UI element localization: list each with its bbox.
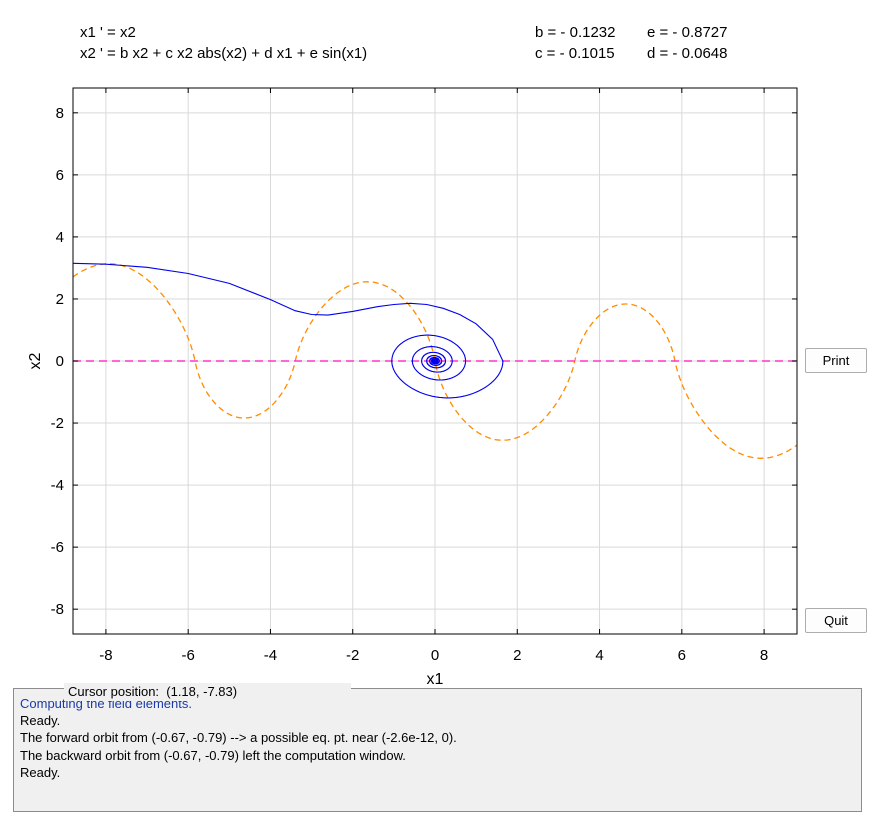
x-tick-label: 6: [678, 647, 686, 664]
message-line: The backward orbit from (-0.67, -0.79) l…: [20, 747, 406, 763]
y-tick-label: 2: [56, 291, 64, 308]
x-tick-label: -2: [346, 647, 359, 664]
y-tick-label: -2: [51, 415, 64, 432]
param-e: e = - 0.8727: [647, 24, 728, 41]
y-tick-label: 4: [56, 229, 64, 246]
orbit: [72, 262, 504, 399]
cursor-position: Cursor position: (1.18, -7.83): [64, 683, 351, 701]
y-tick-label: -4: [51, 477, 64, 494]
param-b: b = - 0.1232: [535, 24, 616, 41]
x-axis-label: x1: [427, 671, 444, 688]
quit-button[interactable]: Quit: [805, 608, 867, 633]
equation-line-2: x2 ' = b x2 + c x2 abs(x2) + d x1 + e si…: [80, 45, 368, 62]
y-tick-label: 6: [56, 167, 64, 184]
x-tick-label: 4: [595, 647, 603, 664]
y-axis-label: x2: [27, 352, 44, 369]
equation-line-1: x1 ' = x2: [80, 24, 136, 41]
message-line: Ready.: [20, 713, 61, 729]
message-log[interactable]: Computing the field elements. Ready. The…: [13, 688, 862, 812]
y-tick-label: -6: [51, 539, 64, 556]
x-tick-label: -8: [99, 647, 112, 664]
y-tick-label: 0: [56, 353, 64, 370]
x2-nullcline: [72, 263, 798, 459]
x-tick-label: -6: [182, 647, 195, 664]
trajectories: [72, 262, 798, 459]
x-tick-label: 0: [431, 647, 439, 664]
axis-ticks: -8 -6 -4 -2 0 2 4 6 8 -8 -6 -4 -2 0 2 4 6 8: [51, 88, 797, 664]
param-c: c = - 0.1015: [535, 45, 615, 62]
x-tick-label: 2: [513, 647, 521, 664]
y-tick-label: 8: [56, 105, 64, 122]
x-tick-label: 8: [760, 647, 768, 664]
phase-plane-plot[interactable]: -8 -6 -4 -2 0 2 4 6 8 -8 -6 -4 -2 0 2 4 6 8 x1 x2: [0, 0, 879, 690]
print-button[interactable]: Print: [805, 348, 867, 373]
message-line: The forward orbit from (-0.67, -0.79) --…: [20, 730, 457, 746]
param-d: d = - 0.0648: [647, 45, 728, 62]
message-line: Ready.: [20, 764, 61, 780]
y-tick-label: -8: [51, 601, 64, 618]
x-tick-label: -4: [264, 647, 277, 664]
